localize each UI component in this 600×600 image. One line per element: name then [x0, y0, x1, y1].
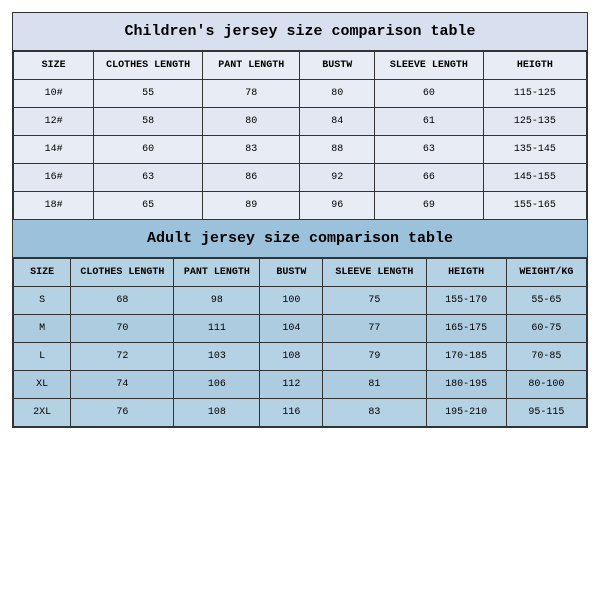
children-table-title: Children's jersey size comparison table	[13, 13, 587, 51]
cell: 69	[374, 192, 483, 220]
col-bustw: BUSTW	[300, 52, 374, 80]
cell: 75	[323, 287, 426, 315]
cell: 104	[260, 315, 323, 343]
cell: 77	[323, 315, 426, 343]
cell: 195-210	[426, 399, 506, 427]
cell: 58	[94, 108, 203, 136]
col-weight: WEIGHT/KG	[506, 259, 586, 287]
children-table: SIZE CLOTHES LENGTH PANT LENGTH BUSTW SL…	[13, 51, 587, 220]
cell: 66	[374, 164, 483, 192]
adult-table-body: S 68 98 100 75 155-170 55-65 M 70 111 10…	[14, 287, 587, 427]
col-bustw: BUSTW	[260, 259, 323, 287]
table-row: 14# 60 83 88 63 135-145	[14, 136, 587, 164]
col-clothes-length: CLOTHES LENGTH	[94, 52, 203, 80]
children-table-body: 10# 55 78 80 60 115-125 12# 58 80 84 61 …	[14, 80, 587, 220]
size-chart-wrap: Children's jersey size comparison table …	[12, 12, 588, 428]
cell: 96	[300, 192, 374, 220]
col-pant-length: PANT LENGTH	[203, 52, 300, 80]
cell: 70-85	[506, 343, 586, 371]
col-size: SIZE	[14, 259, 71, 287]
cell: 112	[260, 371, 323, 399]
table-row: S 68 98 100 75 155-170 55-65	[14, 287, 587, 315]
col-clothes-length: CLOTHES LENGTH	[71, 259, 174, 287]
children-table-section: Children's jersey size comparison table …	[13, 13, 587, 220]
col-heigth: HEIGTH	[426, 259, 506, 287]
cell: 12#	[14, 108, 94, 136]
cell: 78	[203, 80, 300, 108]
cell: 108	[260, 343, 323, 371]
cell: 83	[203, 136, 300, 164]
cell: 86	[203, 164, 300, 192]
adult-table-title: Adult jersey size comparison table	[13, 220, 587, 258]
cell: 74	[71, 371, 174, 399]
adult-table: SIZE CLOTHES LENGTH PANT LENGTH BUSTW SL…	[13, 258, 587, 427]
cell: 18#	[14, 192, 94, 220]
adult-table-header-row: SIZE CLOTHES LENGTH PANT LENGTH BUSTW SL…	[14, 259, 587, 287]
cell: 80	[300, 80, 374, 108]
cell: 92	[300, 164, 374, 192]
table-row: XL 74 106 112 81 180-195 80-100	[14, 371, 587, 399]
cell: 55-65	[506, 287, 586, 315]
cell: 63	[374, 136, 483, 164]
cell: 89	[203, 192, 300, 220]
cell: 83	[323, 399, 426, 427]
cell: 70	[71, 315, 174, 343]
table-row: 12# 58 80 84 61 125-135	[14, 108, 587, 136]
cell: 79	[323, 343, 426, 371]
cell: 155-165	[483, 192, 586, 220]
cell: 60-75	[506, 315, 586, 343]
cell: 80	[203, 108, 300, 136]
cell: 125-135	[483, 108, 586, 136]
cell: 63	[94, 164, 203, 192]
cell: 111	[174, 315, 260, 343]
cell: L	[14, 343, 71, 371]
cell: 10#	[14, 80, 94, 108]
cell: 14#	[14, 136, 94, 164]
cell: 88	[300, 136, 374, 164]
cell: 106	[174, 371, 260, 399]
cell: 108	[174, 399, 260, 427]
children-table-header-row: SIZE CLOTHES LENGTH PANT LENGTH BUSTW SL…	[14, 52, 587, 80]
col-size: SIZE	[14, 52, 94, 80]
col-heigth: HEIGTH	[483, 52, 586, 80]
cell: 84	[300, 108, 374, 136]
cell: 165-175	[426, 315, 506, 343]
table-row: L 72 103 108 79 170-185 70-85	[14, 343, 587, 371]
table-row: 18# 65 89 96 69 155-165	[14, 192, 587, 220]
adult-table-section: Adult jersey size comparison table SIZE …	[13, 220, 587, 427]
table-row: 10# 55 78 80 60 115-125	[14, 80, 587, 108]
cell: 61	[374, 108, 483, 136]
cell: 80-100	[506, 371, 586, 399]
cell: S	[14, 287, 71, 315]
cell: 72	[71, 343, 174, 371]
cell: 170-185	[426, 343, 506, 371]
table-row: 2XL 76 108 116 83 195-210 95-115	[14, 399, 587, 427]
cell: 135-145	[483, 136, 586, 164]
cell: 55	[94, 80, 203, 108]
cell: 2XL	[14, 399, 71, 427]
cell: 103	[174, 343, 260, 371]
cell: 81	[323, 371, 426, 399]
cell: 100	[260, 287, 323, 315]
cell: M	[14, 315, 71, 343]
col-sleeve-length: SLEEVE LENGTH	[323, 259, 426, 287]
col-pant-length: PANT LENGTH	[174, 259, 260, 287]
cell: XL	[14, 371, 71, 399]
cell: 145-155	[483, 164, 586, 192]
cell: 76	[71, 399, 174, 427]
col-sleeve-length: SLEEVE LENGTH	[374, 52, 483, 80]
table-row: M 70 111 104 77 165-175 60-75	[14, 315, 587, 343]
cell: 98	[174, 287, 260, 315]
table-row: 16# 63 86 92 66 145-155	[14, 164, 587, 192]
cell: 60	[374, 80, 483, 108]
cell: 116	[260, 399, 323, 427]
cell: 115-125	[483, 80, 586, 108]
cell: 60	[94, 136, 203, 164]
cell: 65	[94, 192, 203, 220]
cell: 68	[71, 287, 174, 315]
cell: 155-170	[426, 287, 506, 315]
cell: 95-115	[506, 399, 586, 427]
cell: 16#	[14, 164, 94, 192]
cell: 180-195	[426, 371, 506, 399]
